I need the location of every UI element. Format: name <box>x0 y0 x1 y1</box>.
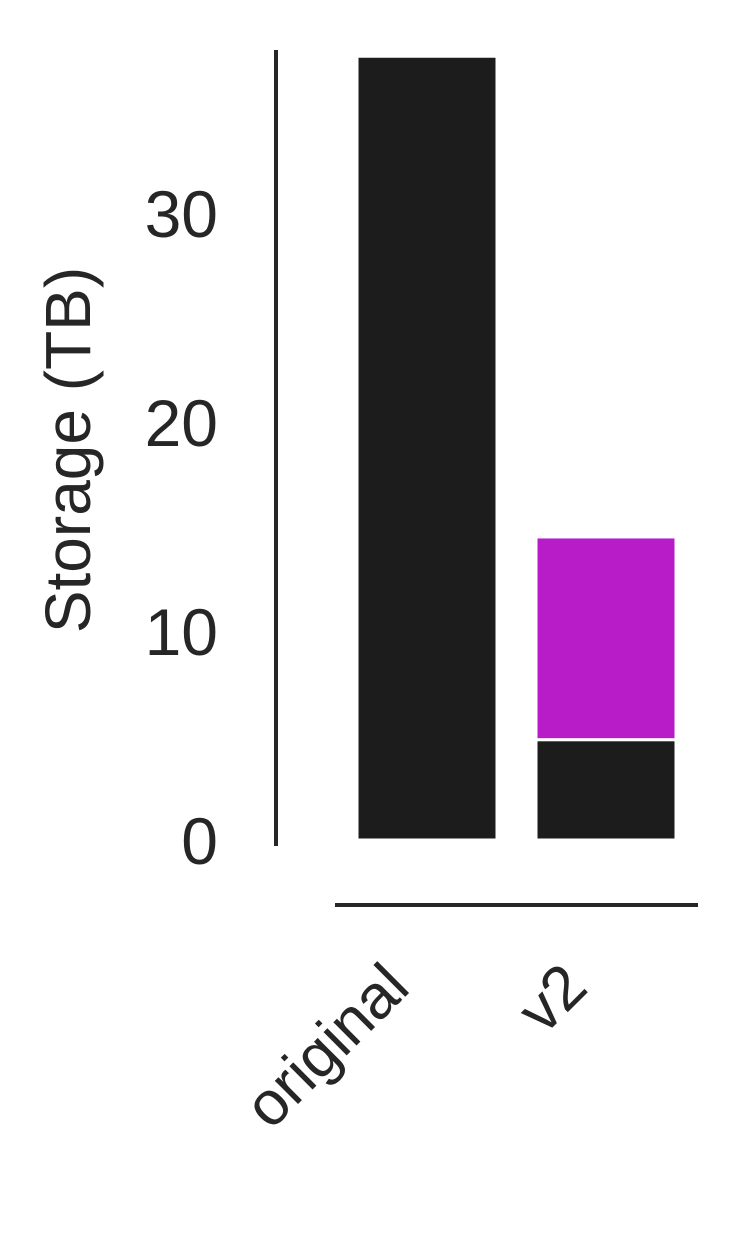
bar-v2-segment-1 <box>534 738 678 842</box>
bar-v2-segment-2 <box>534 535 678 742</box>
x-tick-labels: original v2 <box>232 951 600 1141</box>
x-tick-label-v2: v2 <box>505 951 600 1046</box>
y-tick-labels: 0 10 20 30 <box>145 177 218 878</box>
y-tick-label: 0 <box>181 804 218 878</box>
bar-original-segment-1 <box>355 54 499 842</box>
x-tick-label-original: original <box>232 951 422 1141</box>
y-axis-label: Storage (TB) <box>32 267 104 633</box>
y-tick-label: 20 <box>145 386 218 460</box>
bars <box>355 54 678 842</box>
y-tick-label: 30 <box>145 177 218 251</box>
y-tick-label: 10 <box>145 595 218 669</box>
